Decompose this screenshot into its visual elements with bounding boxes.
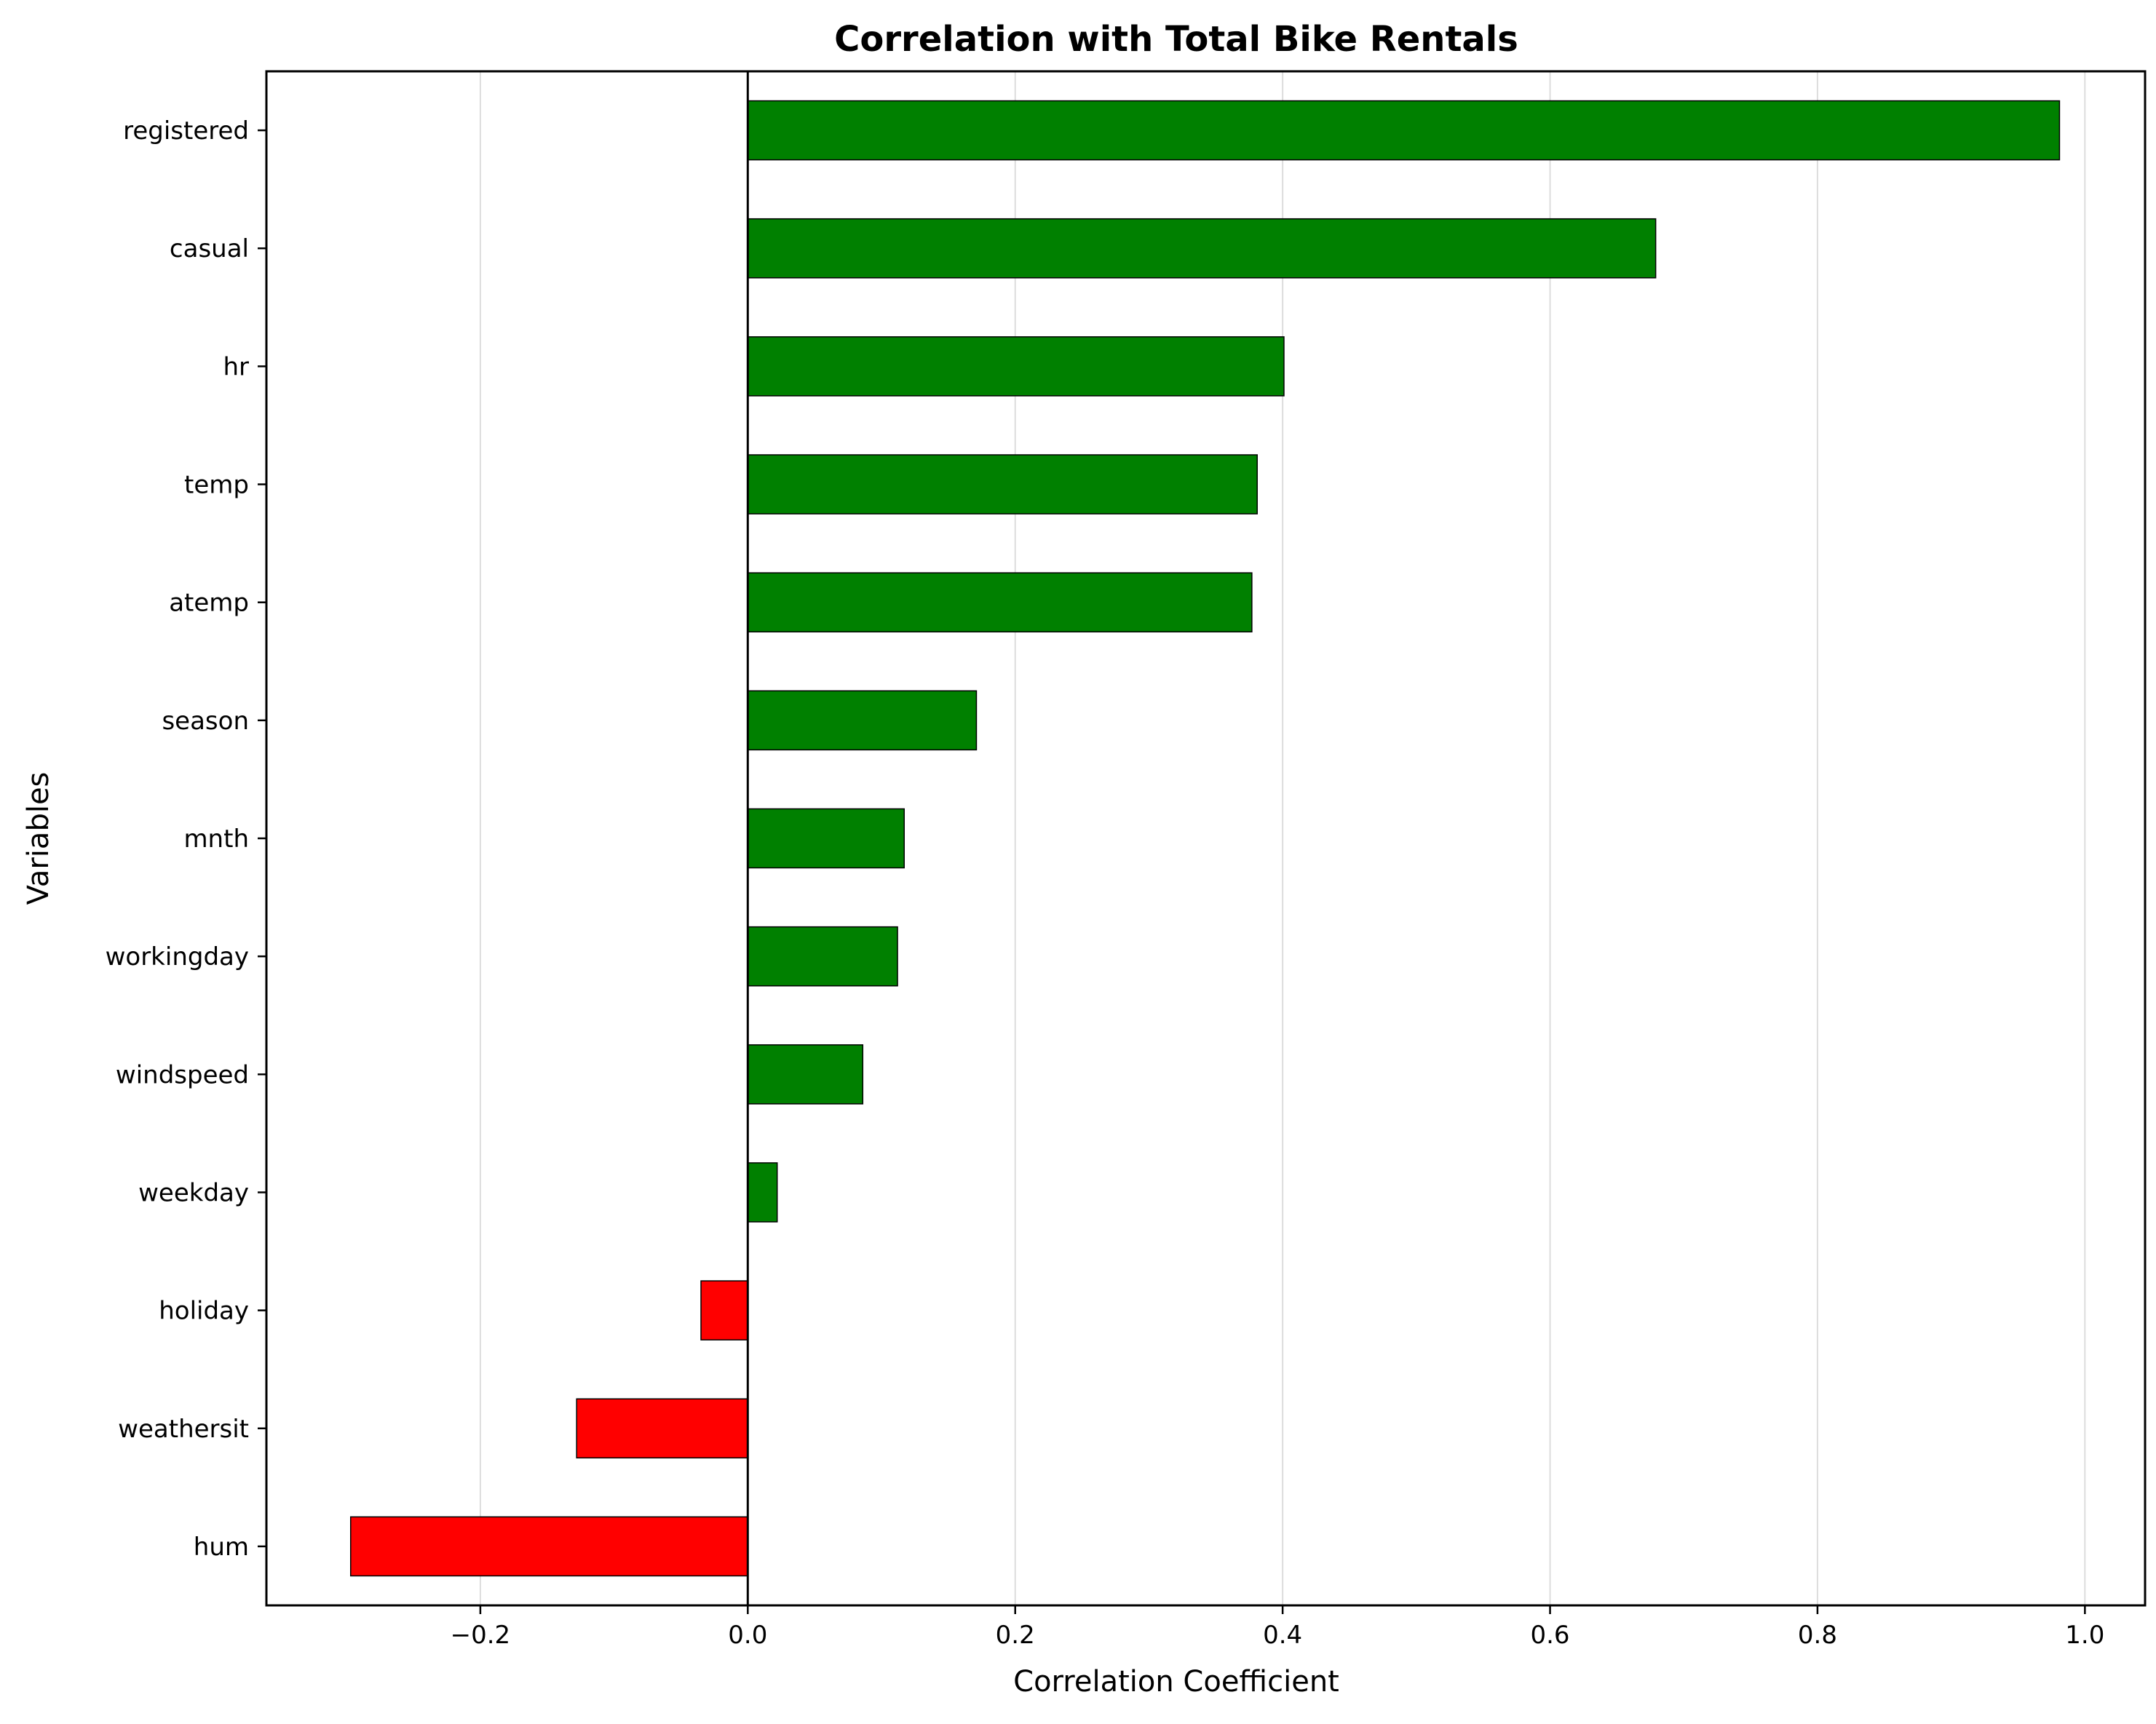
y-tick-label: hr [223, 352, 249, 381]
x-axis-label: Correlation Coefficient [1013, 1665, 1339, 1699]
bar-workingday [747, 926, 898, 987]
y-tick-label: hum [194, 1533, 249, 1562]
y-tick-label: mnth [183, 825, 249, 854]
y-tick-label: windspeed [116, 1060, 249, 1089]
bar-windspeed [747, 1044, 864, 1105]
y-tick-label: holiday [159, 1297, 249, 1326]
bar-atemp [747, 572, 1253, 632]
x-tick-label: 0.2 [996, 1621, 1035, 1650]
bar-temp [747, 454, 1258, 515]
bar-layer [349, 71, 2061, 1605]
bar-registered [747, 100, 2061, 161]
bar-hum [349, 1516, 749, 1577]
y-tick-label: casual [170, 234, 249, 263]
y-tick-label: workingday [106, 942, 249, 972]
chart-title: Correlation with Total Bike Rentals [834, 19, 1518, 60]
y-tick-label: registered [123, 116, 249, 146]
x-tick-label: −0.2 [451, 1621, 511, 1650]
bar-weathersit [576, 1398, 749, 1459]
x-tick-label: 0.0 [728, 1621, 767, 1650]
x-tick-label: 1.0 [2065, 1621, 2104, 1650]
x-tick-label: 0.6 [1530, 1621, 1569, 1650]
y-tick-label: season [162, 707, 249, 736]
y-tick-label: weathersit [118, 1415, 249, 1444]
bar-holiday [700, 1280, 749, 1340]
bar-casual [747, 218, 1657, 279]
x-tick-label: 0.8 [1798, 1621, 1837, 1650]
bar-mnth [747, 808, 905, 869]
x-tick-label: 0.4 [1263, 1621, 1302, 1650]
y-axis-label: Variables [22, 772, 55, 905]
y-tick-label: atemp [169, 589, 249, 618]
axis-layer: −0.2 0.0 0.2 0.4 0.6 0.8 1.0 registered casual hr… [106, 70, 2147, 1650]
bar-season [747, 690, 978, 751]
y-tick-label: temp [184, 471, 249, 500]
bar-hr [747, 336, 1285, 397]
bar-weekday [747, 1162, 778, 1223]
y-tick-label: weekday [138, 1178, 249, 1207]
